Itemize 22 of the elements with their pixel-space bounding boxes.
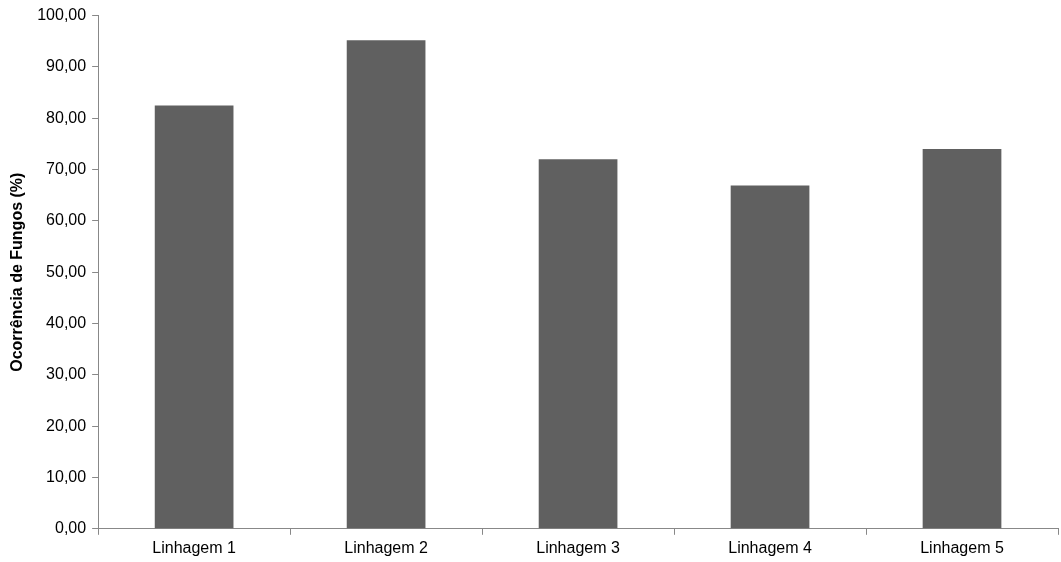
x-tick-label: Linhagem 1 — [152, 538, 237, 556]
bar — [538, 159, 618, 529]
x-tick-label: Linhagem 3 — [536, 538, 620, 556]
x-tick-label: Linhagem 5 — [920, 538, 1004, 556]
bar — [922, 149, 1002, 529]
y-tick-label: 0,00 — [55, 519, 87, 537]
y-tick-label: 20,00 — [46, 416, 87, 434]
bar — [154, 105, 234, 529]
y-tick-label: 30,00 — [46, 365, 87, 383]
x-tick-label: Linhagem 2 — [344, 538, 428, 556]
y-tick-label: 60,00 — [46, 211, 87, 229]
y-tick-label: 50,00 — [46, 262, 87, 280]
y-tick-label: 90,00 — [46, 57, 87, 75]
bar — [346, 40, 426, 529]
x-tick-label: Linhagem 4 — [728, 538, 812, 556]
y-tick-label: 70,00 — [46, 159, 87, 177]
y-tick-label: 10,00 — [46, 467, 87, 485]
y-axis-title: Ocorrência de Fungos (%) — [8, 172, 26, 372]
y-tick-label: 80,00 — [46, 108, 87, 126]
y-tick-label: 100,00 — [37, 6, 87, 24]
bar — [730, 185, 810, 529]
y-tick-label: 40,00 — [46, 313, 87, 331]
